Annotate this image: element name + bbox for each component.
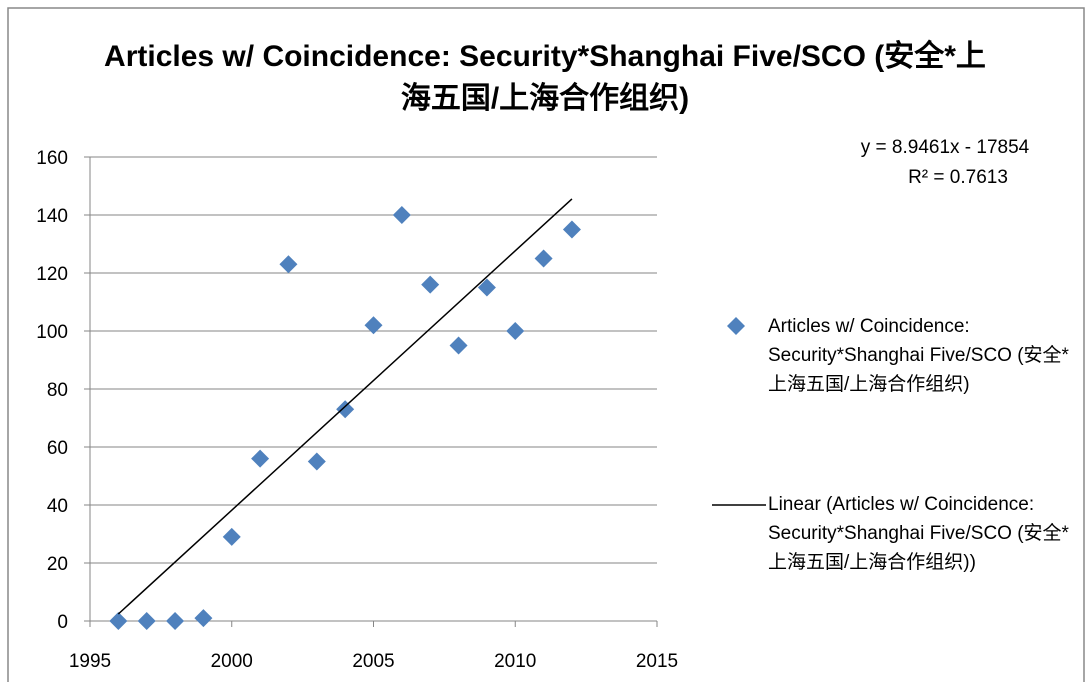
point [307,452,326,471]
point [364,316,383,335]
trend-r2: R² = 0.7613 [908,167,1008,188]
point [534,249,553,268]
y-tick-label: 160 [36,148,68,169]
legend-label: Articles w/ Coincidence: Security*Shangh… [768,316,1069,395]
point [194,609,213,628]
y-tick-label: 0 [57,612,68,633]
point [392,206,411,224]
x-tick-label: 1995 [69,651,111,672]
x-tick-label: 2005 [352,651,394,672]
point [222,527,241,546]
point [562,220,581,239]
point [251,449,270,468]
y-tick-label: 80 [47,380,68,401]
chart-border [7,7,1085,682]
x-tick-label: 2015 [636,651,678,672]
y-tick-label: 120 [36,264,68,285]
point [279,255,298,274]
x-tick-label: 2010 [494,651,536,672]
chart-title: Articles w/ Coincidence: Security*Shangh… [104,40,986,115]
point [477,278,496,297]
y-tick-label: 140 [36,206,68,227]
point [336,400,355,419]
legend-label: Linear (Articles w/ Coincidence: Securit… [768,494,1069,573]
trendline [117,198,573,615]
x-tick-label: 2000 [211,651,253,672]
point [166,612,185,630]
legend-marker [727,317,745,335]
y-tick-label: 20 [47,554,68,575]
y-tick-label: 40 [47,496,68,517]
y-tick-label: 100 [36,322,68,343]
point [109,612,128,630]
point [449,336,468,355]
point [506,322,525,340]
trend-equation: y = 8.9461x - 17854 [861,137,1030,158]
point [137,612,156,630]
y-tick-label: 60 [47,438,68,459]
point [421,275,440,294]
